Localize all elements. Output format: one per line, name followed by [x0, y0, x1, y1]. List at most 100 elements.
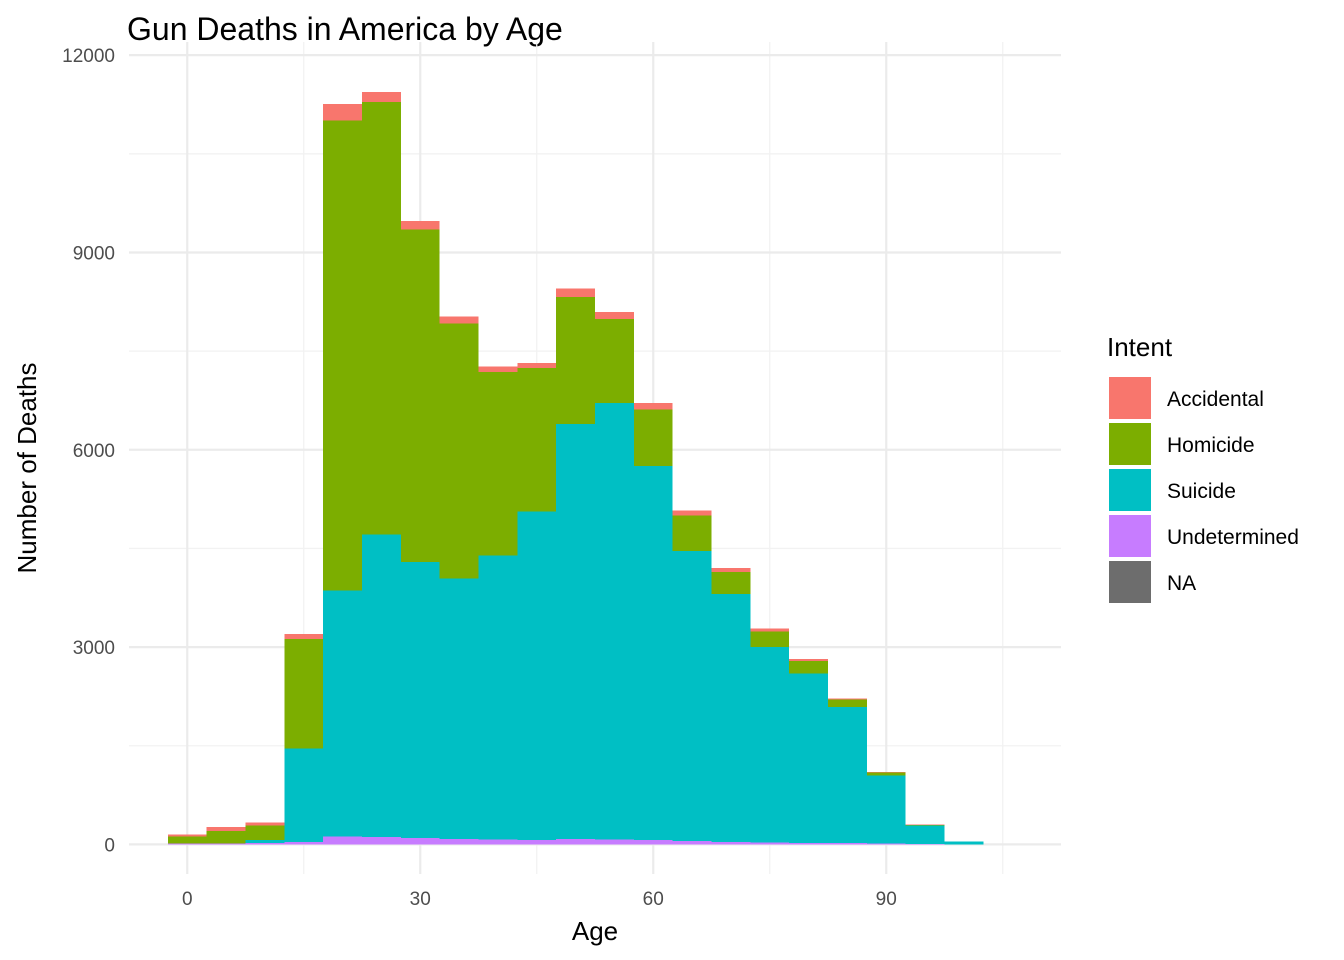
legend-label-na: NA [1167, 572, 1196, 595]
bar-segment-homicide-15 [284, 639, 324, 749]
x-tick-label: 30 [410, 889, 431, 910]
bar-segment-undetermined-45 [517, 839, 557, 845]
bar-segment-accidental-40 [478, 366, 518, 372]
bar-segment-homicide-20 [323, 120, 362, 591]
bar-segment-undetermined-30 [400, 837, 440, 845]
bar-segment-accidental-80 [789, 658, 828, 662]
bar-segment-homicide-75 [750, 631, 790, 648]
y-axis-ticks: 0 3000 6000 9000 12000 [62, 46, 115, 856]
legend-swatch-undetermined [1109, 515, 1151, 557]
bar-segment-suicide-60 [633, 466, 673, 840]
bar-segment-homicide-0 [167, 836, 207, 844]
bar-segment-suicide-100 [944, 841, 984, 845]
x-axis-ticks: 0 30 60 90 [182, 889, 897, 910]
bar-segment-undetermined-20 [323, 836, 362, 845]
y-tick-label: 0 [104, 835, 115, 856]
bar-segment-accidental-10 [245, 822, 285, 826]
bar-segment-homicide-85 [828, 699, 867, 707]
bar-segment-undetermined-5 [206, 843, 246, 845]
bar-segment-undetermined-75 [750, 842, 790, 845]
x-tick-label: 60 [643, 889, 664, 910]
bar-segment-homicide-55 [595, 319, 634, 403]
bar-segment-undetermined-35 [439, 839, 479, 845]
bar-segment-homicide-70 [711, 572, 751, 594]
bar-segment-accidental-0 [167, 834, 207, 837]
bar-segment-undetermined-80 [789, 842, 828, 845]
bar-segment-accidental-85 [828, 698, 867, 700]
bar-segment-suicide-10 [245, 839, 285, 844]
bar-segment-accidental-35 [439, 316, 479, 324]
chart-title: Gun Deaths in America by Age [127, 11, 563, 47]
bar-segment-accidental-70 [711, 568, 751, 573]
bar-segment-accidental-60 [633, 403, 673, 410]
bar-segment-suicide-20 [323, 590, 362, 837]
bar-segment-accidental-45 [517, 362, 557, 369]
bar-segment-undetermined-70 [711, 841, 751, 845]
bar-segment-undetermined-55 [595, 839, 634, 845]
bar-segment-undetermined-60 [633, 839, 673, 845]
bars [167, 91, 984, 845]
legend-swatch-homicide [1109, 423, 1151, 465]
bar-segment-undetermined-10 [245, 843, 285, 845]
bar-segment-accidental-65 [672, 510, 712, 516]
legend-label-homicide: Homicide [1167, 434, 1255, 457]
bar-segment-undetermined-85 [828, 843, 867, 845]
bar-segment-suicide-30 [400, 562, 440, 838]
legend: Intent Accidental Homicide Suicide Undeterm… [1107, 332, 1299, 603]
x-tick-label: 90 [876, 889, 897, 910]
legend-label-accidental: Accidental [1167, 388, 1264, 411]
bar-segment-homicide-10 [245, 825, 285, 840]
bar-segment-suicide-85 [828, 706, 867, 844]
bar-segment-undetermined-40 [478, 839, 518, 845]
bar-segment-homicide-90 [866, 772, 906, 776]
legend-swatch-suicide [1109, 469, 1151, 511]
bar-segment-homicide-25 [362, 101, 401, 535]
bar-segment-accidental-90 [866, 772, 906, 773]
bar-segment-accidental-55 [595, 311, 634, 320]
bar-segment-suicide-55 [595, 402, 634, 840]
bar-segment-accidental-20 [323, 103, 362, 121]
y-tick-label: 12000 [62, 46, 115, 67]
bar-segment-undetermined-0 [167, 843, 207, 845]
bar-segment-suicide-35 [439, 578, 479, 840]
y-tick-label: 9000 [73, 243, 115, 264]
bar-segment-suicide-15 [284, 748, 324, 842]
bar-segment-homicide-65 [672, 515, 712, 552]
bar-segment-undetermined-90 [866, 843, 906, 845]
bar-segment-suicide-70 [711, 593, 751, 842]
bar-segment-homicide-80 [789, 661, 828, 674]
bar-segment-homicide-40 [478, 371, 518, 556]
bar-segment-suicide-65 [672, 551, 712, 842]
y-axis-title: Number of Deaths [12, 363, 42, 574]
bar-segment-undetermined-25 [362, 837, 401, 845]
legend-label-undetermined: Undetermined [1167, 526, 1299, 549]
bar-segment-accidental-30 [400, 220, 440, 230]
bar-segment-homicide-60 [633, 409, 673, 467]
legend-swatch-accidental [1109, 377, 1151, 419]
bar-segment-homicide-5 [206, 830, 246, 844]
bar-segment-suicide-80 [789, 673, 828, 843]
y-tick-label: 6000 [73, 441, 115, 462]
bar-segment-undetermined-50 [556, 839, 595, 845]
bar-segment-suicide-75 [750, 647, 790, 843]
x-axis-title: Age [572, 916, 618, 946]
bar-segment-suicide-25 [362, 534, 401, 838]
x-tick-label: 0 [182, 889, 193, 910]
bar-segment-homicide-45 [517, 368, 557, 512]
y-tick-label: 3000 [73, 638, 115, 659]
bar-segment-suicide-40 [478, 555, 518, 840]
bar-segment-accidental-15 [284, 633, 324, 640]
bar-segment-suicide-90 [866, 775, 906, 844]
bar-segment-accidental-25 [362, 91, 401, 102]
legend-label-suicide: Suicide [1167, 480, 1236, 503]
bar-segment-suicide-50 [556, 424, 595, 840]
legend-title: Intent [1107, 332, 1173, 362]
legend-swatch-na [1109, 561, 1151, 603]
bar-segment-homicide-50 [556, 297, 595, 425]
bar-segment-undetermined-65 [672, 841, 712, 845]
bar-segment-suicide-45 [517, 511, 557, 840]
bar-segment-accidental-5 [206, 826, 246, 831]
bar-segment-homicide-30 [400, 229, 440, 563]
bar-segment-homicide-35 [439, 323, 479, 579]
